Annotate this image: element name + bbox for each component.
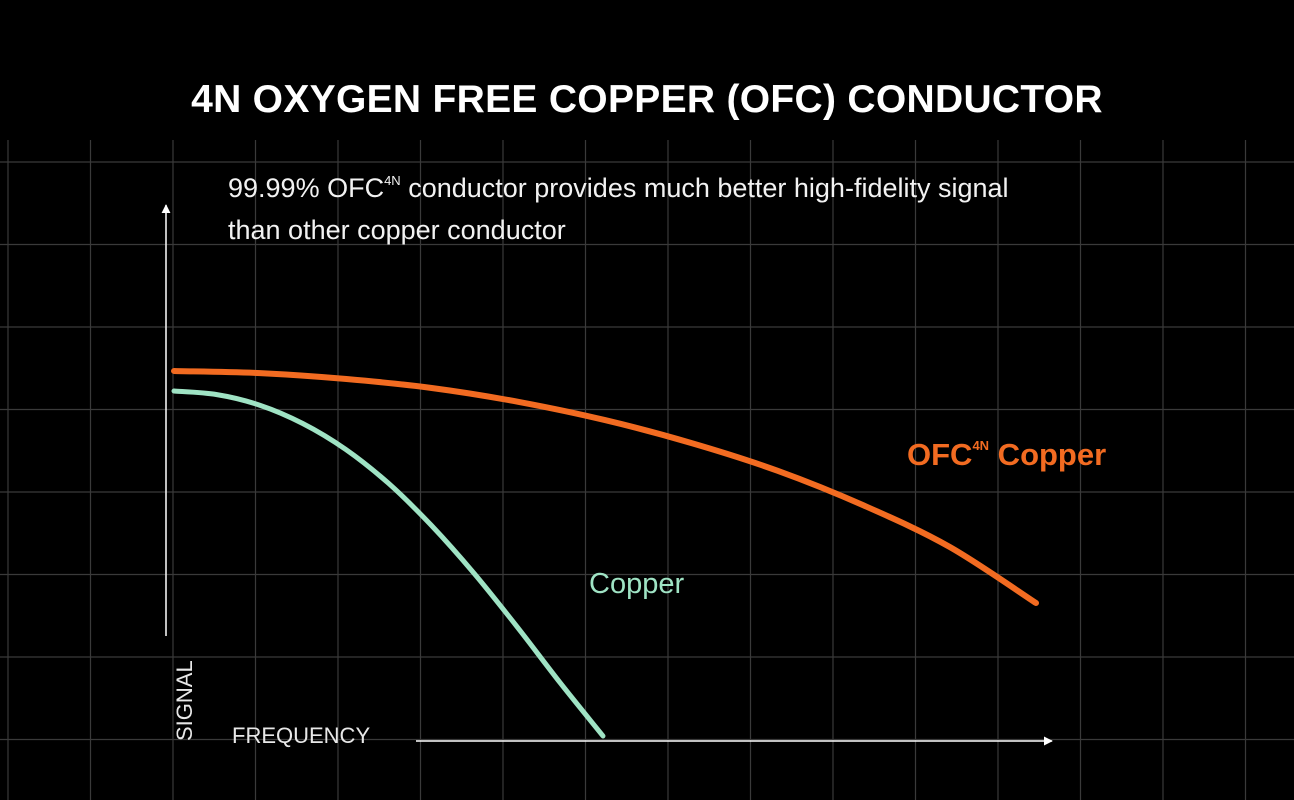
series-label-ofc-sup: 4N bbox=[972, 438, 990, 453]
series-label-copper: Copper bbox=[589, 568, 685, 600]
chart-subtitle: 99.99% OFC4N conductor provides much bet… bbox=[228, 167, 1188, 251]
series-line-copper bbox=[171, 388, 606, 739]
series-lines bbox=[171, 368, 1039, 739]
grid bbox=[0, 140, 1294, 800]
series-label-ofc-after: Copper bbox=[989, 437, 1107, 472]
x-axis-label: FREQUENCY bbox=[232, 723, 371, 748]
y-axis-label: SIGNAL bbox=[172, 660, 197, 741]
series-label-ofc-main: OFC bbox=[907, 437, 973, 472]
axes bbox=[161, 204, 1053, 746]
subtitle-text-before: 99.99% OFC bbox=[228, 173, 385, 203]
subtitle-line-1: 99.99% OFC4N conductor provides much bet… bbox=[228, 167, 1188, 209]
series-line-ofc-copper bbox=[171, 368, 1039, 606]
series-label-ofc: OFC4N Copper bbox=[907, 437, 1106, 473]
subtitle-line-2: than other copper conductor bbox=[228, 215, 566, 245]
subtitle-text-after: conductor provides much better high-fide… bbox=[400, 173, 1009, 203]
chart-title: 4N OXYGEN FREE COPPER (OFC) CONDUCTOR bbox=[191, 78, 1103, 121]
subtitle-superscript: 4N bbox=[384, 173, 401, 188]
